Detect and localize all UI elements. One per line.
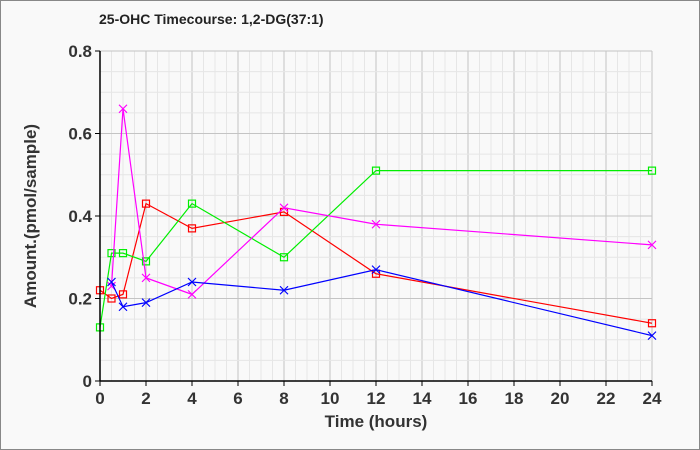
data-point-green: [107, 249, 116, 258]
y-tick-label: 0.2: [68, 290, 92, 309]
data-point-magenta: [187, 289, 197, 299]
x-tick-label: 6: [233, 389, 242, 408]
y-tick-label: 0.6: [68, 125, 92, 144]
chart-title: 25-OHC Timecourse: 1,2-DG(37:1): [99, 11, 324, 27]
x-tick-label: 16: [459, 389, 478, 408]
y-tick-label: 0: [83, 372, 92, 391]
x-tick-label: 18: [505, 389, 524, 408]
data-point-blue: [187, 277, 197, 287]
data-point-red: [141, 199, 151, 208]
data-point-green: [647, 166, 657, 175]
x-tick-label: 8: [279, 389, 288, 408]
data-point-green: [141, 257, 151, 266]
data-point-magenta: [371, 219, 381, 229]
y-tick-label: 0.4: [68, 207, 92, 226]
data-point-blue: [118, 302, 128, 312]
data-point-magenta: [141, 273, 151, 283]
series-line-red: [99, 202, 653, 324]
data-point-blue: [371, 265, 381, 275]
y-tick-label: 0.8: [68, 42, 92, 61]
x-tick-label: 20: [551, 389, 570, 408]
data-point-red: [118, 290, 128, 299]
data-point-blue: [107, 277, 116, 287]
data-point-blue: [279, 285, 289, 295]
data-point-blue: [647, 331, 657, 341]
x-tick-label: 14: [413, 389, 432, 408]
x-tick-label: 22: [597, 389, 616, 408]
x-tick-label: 12: [367, 389, 386, 408]
y-axis-label: Amount.(pmol/sample): [21, 124, 40, 308]
x-axis-label: Time (hours): [325, 412, 428, 431]
series-magenta: [107, 104, 657, 299]
data-point-green: [187, 199, 197, 208]
data-point-blue: [141, 298, 151, 308]
series-blue: [107, 265, 657, 341]
data-point-magenta: [118, 104, 128, 114]
data-point-magenta: [647, 240, 657, 250]
data-point-red: [187, 224, 197, 233]
x-tick-label: 24: [643, 389, 662, 408]
data-point-green: [279, 253, 289, 262]
data-point-magenta: [279, 203, 289, 213]
data-point-green: [371, 166, 381, 175]
x-tick-label: 10: [321, 389, 340, 408]
data-point-red: [107, 294, 116, 303]
x-tick-label: 2: [141, 389, 150, 408]
data-point-red: [647, 319, 657, 328]
x-tick-label: 0: [95, 389, 104, 408]
data-point-green: [118, 249, 128, 258]
x-tick-label: 4: [187, 389, 197, 408]
